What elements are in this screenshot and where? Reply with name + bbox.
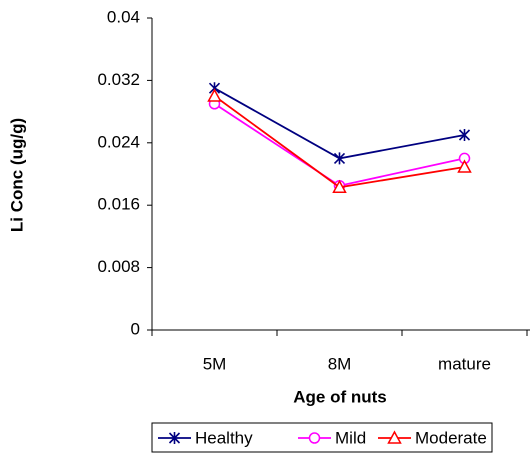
y-tick-label: 0 (131, 319, 140, 338)
y-tick-label: 0.016 (97, 195, 140, 214)
y-axis-title: Li Conc (ug/g) (7, 118, 26, 232)
marker (207, 88, 222, 102)
legend-label: Moderate (415, 428, 487, 447)
y-tick-label: 0.008 (97, 257, 140, 276)
marker (308, 432, 321, 444)
legend-label: Mild (335, 428, 366, 447)
x-tick-label: mature (438, 354, 491, 373)
y-tick-label: 0.04 (107, 7, 140, 26)
marker (458, 129, 471, 141)
marker (457, 159, 472, 173)
x-tick-label: 8M (328, 354, 352, 373)
marker (168, 432, 181, 444)
marker (333, 152, 346, 165)
marker (387, 430, 402, 444)
x-axis-title: Age of nuts (293, 387, 387, 406)
y-tick-label: 0.032 (97, 70, 140, 89)
y-tick-label: 0.024 (97, 132, 140, 151)
x-tick-label: 5M (203, 354, 227, 373)
legend-label: Healthy (195, 428, 253, 447)
marker (332, 179, 347, 194)
